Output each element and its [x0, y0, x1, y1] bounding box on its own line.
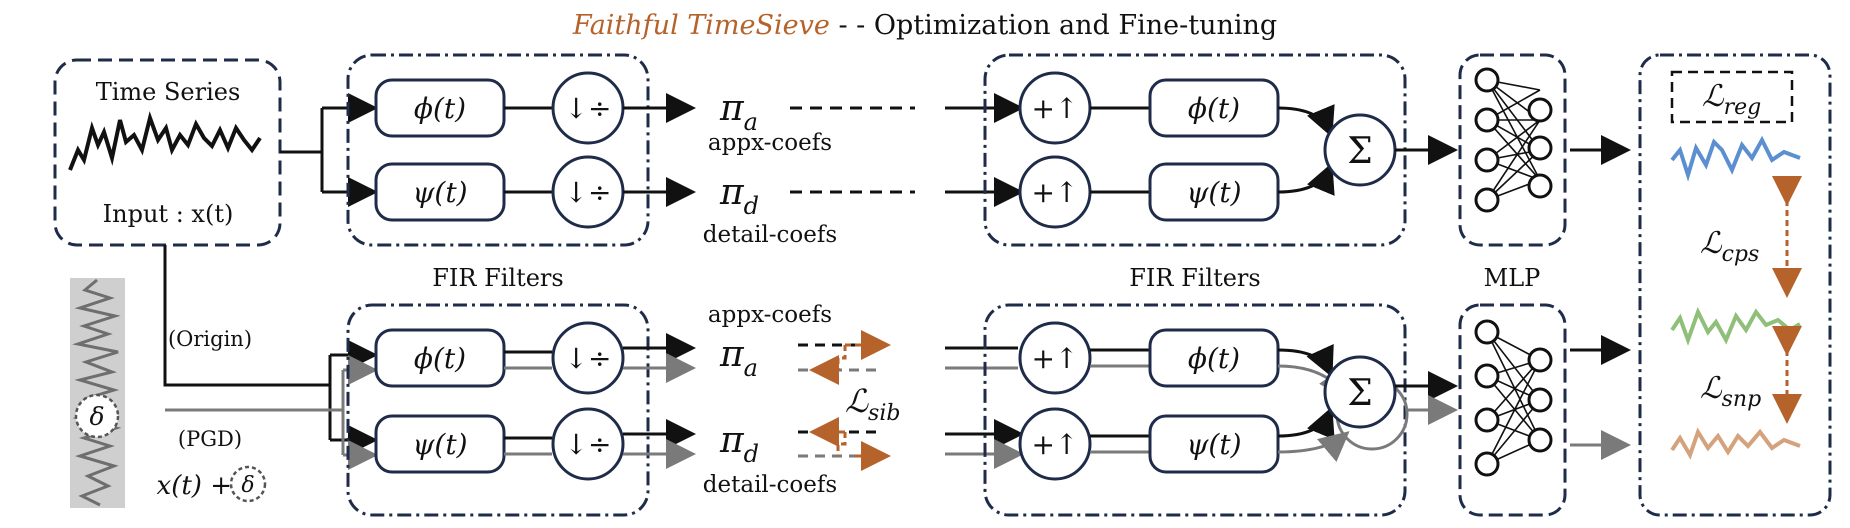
psi-filter-top-right: ψ(t): [1148, 162, 1280, 222]
downsample-top-d: ↓÷: [551, 155, 625, 229]
svg-text:+↑: +↑: [1032, 176, 1079, 209]
mlp-top: [1458, 53, 1567, 247]
psi-filter-bottom-left: ψ(t): [374, 414, 506, 474]
psi-filter-top-left: ψ(t): [374, 162, 506, 222]
downsample-bottom-d: ↓÷: [551, 407, 625, 481]
svg-text:ϕ(t): ϕ(t): [1188, 342, 1240, 375]
appx-coefs-bottom: appx-coefs: [708, 302, 832, 328]
psi-filter-bottom-right: ψ(t): [1148, 414, 1280, 474]
pi-d-bottom: πd: [719, 420, 759, 468]
fir-label-left: FIR Filters: [432, 264, 563, 292]
loss-cps: ℒcps: [1700, 226, 1759, 267]
svg-text:↓÷: ↓÷: [565, 428, 612, 461]
svg-text:ϕ(t): ϕ(t): [414, 342, 466, 375]
sum-node-bottom: Σ: [1323, 355, 1397, 429]
downsample-top-a: ↓÷: [551, 71, 625, 145]
pgd-expr: x(t) +: [157, 471, 232, 501]
sum-node-top: Σ: [1323, 113, 1397, 187]
fir-group-bottom-left: [346, 303, 650, 517]
svg-text:ϕ(t): ϕ(t): [1188, 92, 1240, 125]
phi-filter-top-left: ϕ(t): [374, 78, 506, 138]
output-clean-signal: [1670, 135, 1801, 182]
pgd-label: (PGD): [178, 427, 242, 451]
phi-filter-bottom-left: ϕ(t): [374, 328, 506, 388]
upsample-top-d: +↑: [1018, 155, 1092, 229]
pi-a-top: πa: [719, 88, 758, 136]
input-signal: [68, 111, 262, 171]
mlp-label: MLP: [1484, 264, 1541, 292]
fir-group-bottom-right: [983, 303, 1407, 517]
upsample-bottom-d: +↑: [1018, 407, 1092, 481]
svg-text:+↑: +↑: [1032, 92, 1079, 125]
fir-label-right: FIR Filters: [1129, 264, 1260, 292]
svg-text:+↑: +↑: [1032, 342, 1079, 375]
delta-badge: [74, 393, 120, 439]
appx-coefs-top: appx-coefs: [708, 130, 832, 156]
loss-reg: ℒreg: [1702, 79, 1761, 120]
svg-text:ψ(t): ψ(t): [412, 176, 467, 209]
delta-small-badge: [229, 465, 267, 503]
output-origin-signal: [1670, 306, 1802, 346]
diagram-title: Faithful TimeSieve - - Optimization and …: [572, 10, 1277, 41]
upsample-bottom-a: +↑: [1018, 321, 1092, 395]
svg-text:↓÷: ↓÷: [565, 342, 612, 375]
svg-text:↓÷: ↓÷: [565, 92, 612, 125]
outputs-box: [1638, 53, 1832, 517]
svg-text:Σ: Σ: [1347, 373, 1372, 414]
detail-coefs-top: detail-coefs: [703, 222, 837, 248]
svg-text:↓÷: ↓÷: [565, 176, 612, 209]
svg-text:+↑: +↑: [1032, 428, 1079, 461]
loss-reg-box: [1670, 70, 1794, 124]
loss-snp: ℒsnp: [1700, 371, 1761, 412]
output-pgd-signal: [1670, 427, 1801, 460]
noise-strip: [70, 278, 125, 508]
svg-text:Σ: Σ: [1347, 131, 1372, 172]
svg-text:ψ(t): ψ(t): [1186, 428, 1241, 461]
downsample-bottom-a: ↓÷: [551, 321, 625, 395]
detail-coefs-bottom: detail-coefs: [703, 472, 837, 498]
sib-arrows: [809, 330, 891, 471]
origin-label: (Origin): [168, 327, 252, 351]
svg-text:ψ(t): ψ(t): [1186, 176, 1241, 209]
svg-text:ψ(t): ψ(t): [412, 428, 467, 461]
pi-d-top: πd: [719, 172, 759, 220]
input-label: Input : x(t): [103, 200, 234, 228]
svg-text:ϕ(t): ϕ(t): [414, 92, 466, 125]
mlp-bottom: [1458, 303, 1567, 517]
input-title: Time Series: [96, 78, 241, 106]
delta-symbol: δ: [89, 402, 104, 431]
upsample-top-a: +↑: [1018, 71, 1092, 145]
delta-small: δ: [241, 473, 254, 498]
fir-group-top-left: [346, 53, 650, 247]
phi-filter-bottom-right: ϕ(t): [1148, 328, 1280, 388]
input-connectors: [163, 106, 372, 442]
pi-a-bottom: πa: [719, 334, 758, 382]
loss-sib: ℒsib: [845, 382, 900, 426]
phi-filter-top-right: ϕ(t): [1148, 78, 1280, 138]
